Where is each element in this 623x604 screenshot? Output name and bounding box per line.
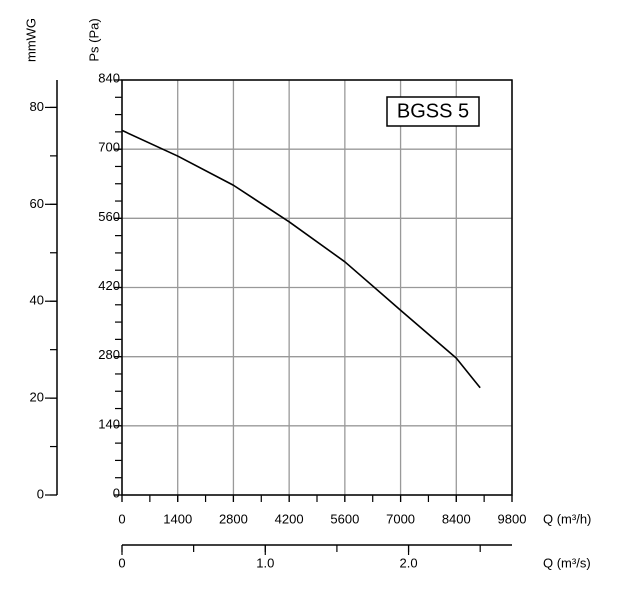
- x-tick-label: 0: [118, 511, 125, 526]
- x-tick-label: 2800: [219, 511, 248, 526]
- y2-tick-label: 60: [30, 196, 44, 211]
- x-tick-label: 1400: [163, 511, 192, 526]
- y-tick-label: 420: [98, 278, 120, 293]
- x2-tick-label: 1.0: [256, 555, 274, 570]
- y-tick-label: 140: [98, 416, 120, 431]
- y2-tick-label: 80: [30, 99, 44, 114]
- x2-tick-label: 0: [118, 555, 125, 570]
- annotation-box: [386, 96, 480, 127]
- y-tick-label: 280: [98, 347, 120, 362]
- x2-tick-label: 2.0: [400, 555, 418, 570]
- y2-tick-label: 0: [37, 486, 44, 501]
- y2-tick-label: 40: [30, 293, 44, 308]
- x-tick-label: 5600: [330, 511, 359, 526]
- y-label: Ps (Pa): [86, 18, 101, 61]
- y-tick-label: 560: [98, 209, 120, 224]
- y-tick-label: 840: [98, 70, 120, 85]
- x-tick-label: 7000: [386, 511, 415, 526]
- x-label: Q (m³/h): [543, 511, 591, 526]
- fan-curve: [121, 129, 481, 389]
- x-tick-label: 8400: [442, 511, 471, 526]
- y2-label: mmWG: [23, 18, 38, 62]
- y2-tick-label: 20: [30, 390, 44, 405]
- y-tick-label: 0: [113, 485, 120, 500]
- x-tick-label: 9800: [498, 511, 527, 526]
- plot-frame: [121, 79, 513, 496]
- x-tick-label: 4200: [275, 511, 304, 526]
- x2-label: Q (m³/s): [543, 555, 591, 570]
- y-tick-label: 700: [98, 140, 120, 155]
- annotation: BGSS 5: [397, 100, 469, 122]
